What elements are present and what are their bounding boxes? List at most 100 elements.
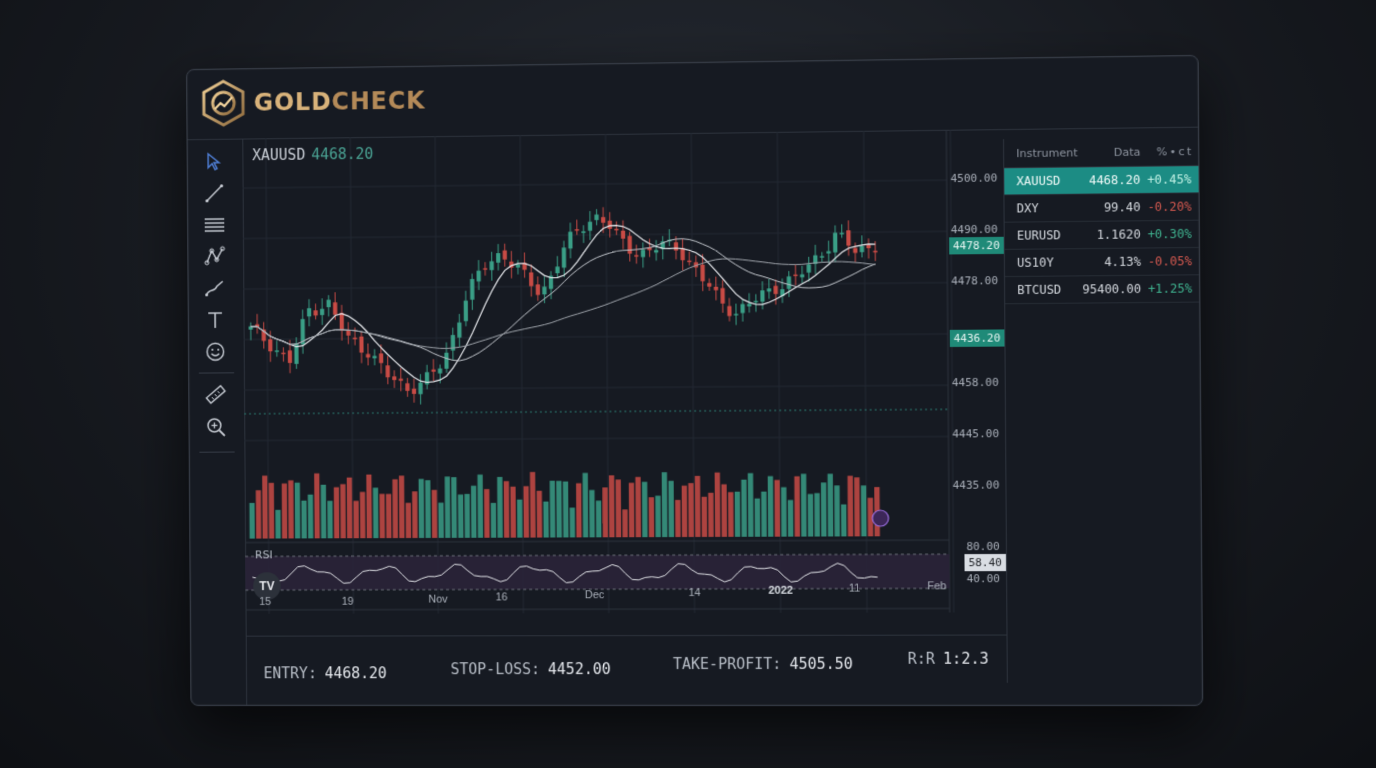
volume-bar — [828, 474, 834, 537]
rsi-band — [245, 554, 949, 590]
volume-bar — [848, 476, 854, 537]
volume-bar — [537, 491, 543, 538]
grid-line-vertical — [950, 130, 953, 613]
volume-bar — [353, 501, 358, 538]
volume-bar — [477, 475, 483, 538]
volume-bar — [347, 477, 353, 538]
stop-loss-field: STOP-LOSS: 4452.00 — [451, 660, 611, 678]
volume-bar — [491, 503, 496, 538]
price-chart[interactable]: XAUUSD 4468.20 4500.00 4490.00 4478.20 44… — [242, 129, 1006, 614]
watchlist-last: 95400.00 — [1082, 282, 1141, 297]
candle-body — [326, 300, 330, 307]
watchlist-col-change: % • c t — [1157, 145, 1192, 159]
watchlist-row[interactable]: XAUUSD 4468.20 +0.45% — [1004, 166, 1199, 195]
time-axis-label: 16 — [496, 591, 508, 603]
volume-bar — [596, 501, 602, 538]
candle-body — [346, 330, 350, 335]
grid-line-horizontal — [244, 436, 948, 440]
candle-body — [568, 232, 572, 249]
cursor-icon[interactable] — [201, 149, 227, 175]
volume-bar — [576, 483, 582, 537]
candle-body — [464, 301, 468, 322]
price-axis-label: 4458.00 — [952, 376, 999, 389]
volume-bar — [438, 503, 443, 538]
watchlist-last: 1.1620 — [1097, 227, 1141, 242]
time-axis-label: 14 — [688, 587, 700, 599]
candle-body — [431, 369, 435, 371]
volume-bar — [288, 480, 294, 538]
stop-loss-value: 4452.00 — [548, 660, 611, 678]
volume-bar — [748, 473, 754, 537]
rsi-label: RSI — [255, 548, 273, 561]
text-icon[interactable] — [202, 307, 228, 333]
candle-body — [477, 271, 481, 282]
candle-body — [281, 353, 285, 355]
volume-bar — [854, 477, 860, 536]
time-axis-label: 2022 — [768, 585, 793, 597]
time-axis-divider — [246, 608, 950, 609]
candle-body — [734, 314, 738, 316]
candle-body — [320, 309, 324, 315]
volume-bar — [715, 472, 721, 536]
volume-bar — [340, 484, 346, 538]
candle-body — [787, 276, 791, 288]
candle-body — [575, 229, 579, 231]
brush-icon[interactable] — [202, 275, 228, 301]
volume-bar — [556, 481, 562, 538]
volume-bar — [550, 481, 556, 538]
volume-bar — [321, 485, 327, 539]
candle-body — [373, 356, 377, 358]
volume-bar — [602, 487, 608, 537]
ruler-icon[interactable] — [203, 382, 229, 408]
risk-reward-field: R:R 1:2.3 — [908, 650, 989, 668]
volume-bar — [682, 486, 688, 537]
volume-bar — [781, 487, 787, 536]
candle-body — [503, 250, 507, 259]
candle-body — [840, 233, 844, 235]
pattern-icon[interactable] — [202, 244, 228, 270]
volume-bar — [425, 480, 431, 538]
candle-body — [490, 261, 494, 270]
volume-bar — [583, 473, 589, 537]
moving-average-slow — [250, 257, 876, 350]
trade-plan-bar: ENTRY: 4468.20 STOP-LOSS: 4452.00 TAKE-PRO… — [246, 635, 1007, 706]
watchlist-instrument: EURUSD — [1017, 228, 1061, 243]
symbol-name: XAUUSD — [252, 146, 305, 164]
volume-bar — [728, 492, 734, 537]
candle-body — [727, 306, 731, 316]
candle-body — [641, 250, 645, 257]
volume-bar — [616, 480, 622, 538]
watchlist-row[interactable]: BTCUSD 95400.00 +1.25% — [1005, 275, 1200, 304]
candle-body — [594, 214, 598, 220]
take-profit-value: 4505.50 — [789, 655, 853, 673]
watchlist-panel: Instrument Data % • c t XAUUSD 4468.20 +0.… — [1003, 137, 1203, 683]
candle-body — [314, 310, 318, 315]
chart-canvas[interactable] — [242, 129, 1006, 614]
watchlist-row[interactable]: US10Y 4.13% -0.05% — [1005, 248, 1200, 277]
volume-bar — [432, 490, 438, 538]
rsi-axis-label: 80.00 — [966, 540, 1000, 553]
candle-body — [721, 288, 725, 303]
watchlist-row[interactable]: EURUSD 1.1620 +0.30% — [1005, 221, 1200, 250]
volume-bar — [755, 498, 761, 536]
watchlist-row[interactable]: DXY 99.40 -0.20% — [1004, 193, 1199, 222]
candle-body — [621, 231, 625, 239]
emoji-icon[interactable] — [203, 339, 229, 365]
watchlist-col-data: Data — [1114, 146, 1141, 159]
candle-body — [268, 339, 272, 351]
moving-average-fast — [250, 223, 876, 384]
volume-bar — [629, 483, 635, 537]
time-axis-label: Dec — [585, 589, 605, 601]
trading-window: GOLDCHECK — [186, 55, 1203, 706]
volume-bar — [609, 475, 615, 537]
candle-body — [760, 290, 764, 301]
horizontal-lines-icon[interactable] — [202, 212, 228, 238]
time-axis-label: Nov — [428, 594, 447, 606]
volume-bar — [688, 483, 694, 537]
trend-line-icon[interactable] — [201, 180, 227, 206]
volume-bar — [523, 486, 529, 537]
watchlist-instrument: BTCUSD — [1017, 283, 1061, 298]
candle-body — [767, 288, 771, 291]
volume-bar — [419, 479, 425, 538]
zoom-in-icon[interactable] — [203, 414, 229, 440]
